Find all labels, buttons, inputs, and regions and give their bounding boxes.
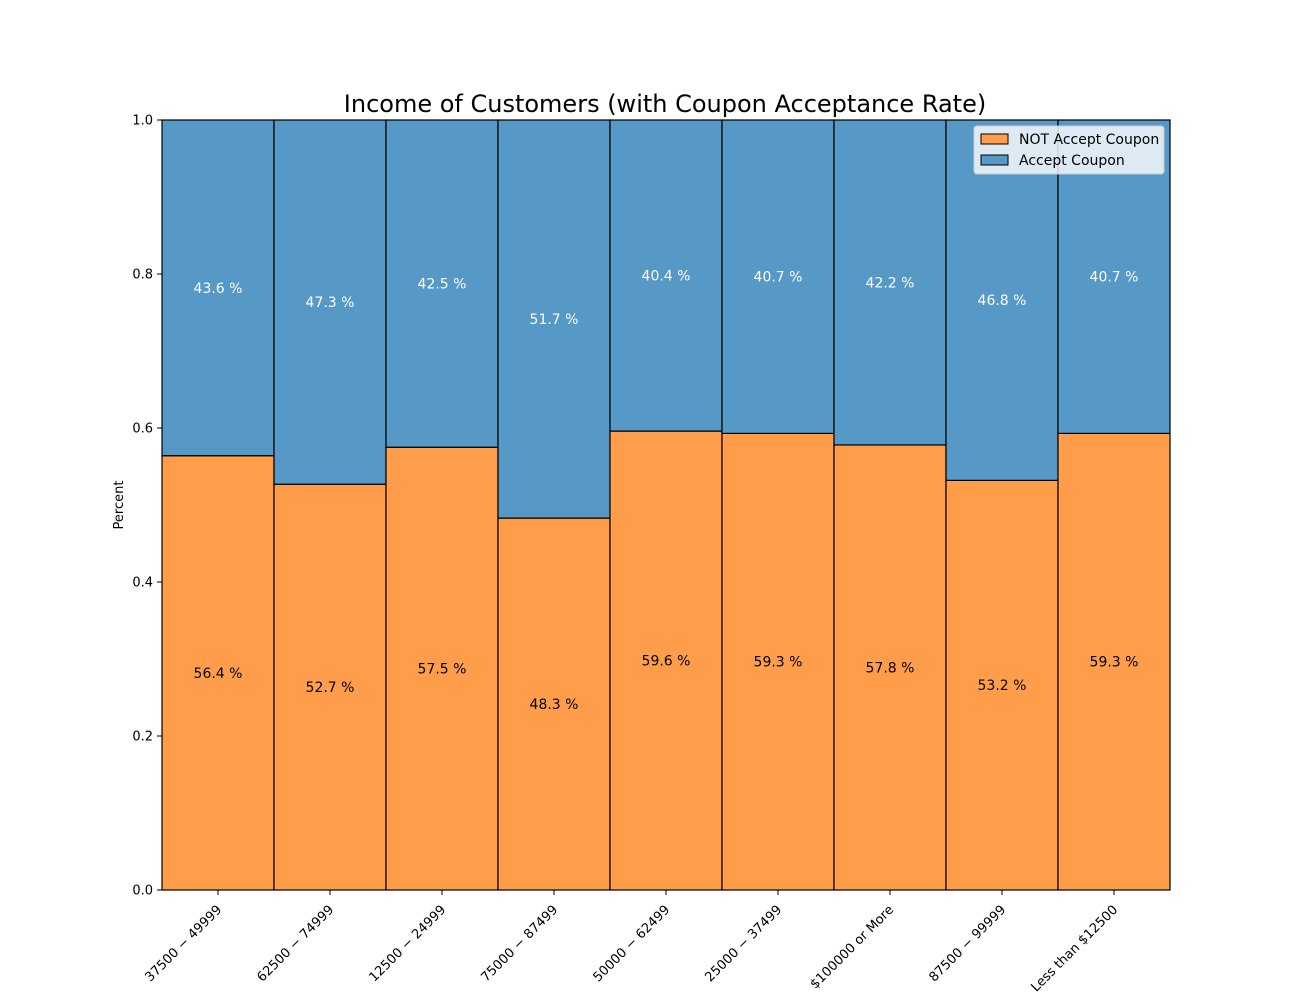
data-label: 40.7 % (754, 270, 803, 286)
legend: NOT Accept Coupon Accept Coupon (973, 125, 1165, 175)
legend-box (973, 125, 1165, 175)
y-tick-label: 0.0 (132, 884, 153, 899)
data-label: 42.5 % (418, 277, 467, 293)
x-tick-label: 37500 − 49999 (142, 903, 225, 986)
plot-frame (161, 119, 1171, 891)
bar-accept (721, 119, 835, 434)
y-axis-label: Percent (112, 481, 127, 530)
data-label: 46.8 % (978, 293, 1027, 309)
bar-not-accept (1057, 432, 1171, 891)
y-axis: 0.0 0.2 0.4 0.6 0.8 1.0 (132, 114, 162, 899)
data-labels-layer: 56.4 % 43.6 % 52.7 % 47.3 % 57.5 % 42.5 % 48.3… (194, 269, 1139, 714)
bar-accept (609, 119, 723, 432)
x-tick-label: 87500 − 99999 (926, 903, 1009, 986)
data-label: 59.3 % (1090, 655, 1139, 671)
bar-accept (273, 119, 387, 485)
x-tick-label: 50000 − 62499 (590, 903, 673, 986)
data-label: 42.2 % (866, 275, 915, 291)
data-label: 56.4 % (194, 666, 243, 682)
data-label: 43.6 % (194, 281, 243, 297)
bar-accept (497, 119, 611, 519)
data-label: 40.7 % (1090, 270, 1139, 286)
bar-not-accept (833, 444, 947, 891)
x-tick-label: Less than $12500 (1028, 903, 1121, 996)
bar-not-accept (385, 446, 499, 891)
data-label: 52.7 % (306, 680, 355, 696)
legend-label: NOT Accept Coupon (1019, 132, 1159, 148)
y-tick-label: 0.4 (132, 576, 153, 591)
x-axis: 37500 − 49999 62500 − 74999 12500 − 24999 7… (142, 890, 1121, 995)
y-tick-label: 0.2 (132, 730, 153, 745)
data-label: 59.3 % (754, 655, 803, 671)
data-label: 40.4 % (642, 269, 691, 285)
x-tick-label: 62500 − 74999 (254, 903, 337, 986)
bar-not-accept (945, 479, 1059, 891)
data-label: 48.3 % (530, 697, 579, 713)
legend-label: Accept Coupon (1019, 153, 1125, 169)
y-tick-label: 0.6 (132, 422, 153, 437)
data-label: 53.2 % (978, 678, 1027, 694)
data-label: 59.6 % (642, 654, 691, 670)
x-tick-label: 75000 − 87499 (478, 903, 561, 986)
x-tick-label: 12500 − 24999 (366, 903, 449, 986)
legend-swatch (980, 133, 1009, 145)
bar-accept (945, 119, 1059, 481)
data-label: 57.5 % (418, 662, 467, 678)
bar-not-accept (497, 517, 611, 891)
legend-swatch (980, 154, 1009, 166)
bars-layer (161, 119, 1171, 891)
y-tick-label: 1.0 (132, 114, 153, 129)
chart-title: Income of Customers (with Coupon Accepta… (344, 90, 986, 118)
data-label: 47.3 % (306, 295, 355, 311)
y-tick-label: 0.8 (132, 268, 153, 283)
data-label: 51.7 % (530, 312, 579, 328)
bar-accept (161, 119, 275, 457)
data-label: 57.8 % (866, 660, 915, 676)
bar-not-accept (161, 455, 275, 891)
x-tick-label: 25000 − 37499 (702, 903, 785, 986)
x-tick-label: $100000 or More (808, 903, 898, 993)
bar-accept (385, 119, 499, 448)
